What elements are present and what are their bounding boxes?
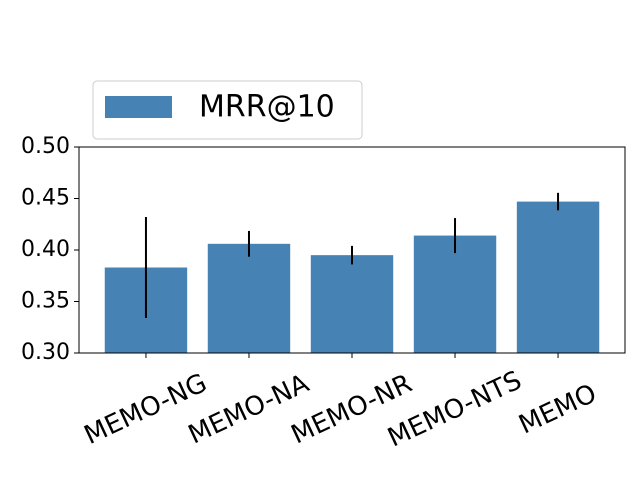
y-tick-label: 0.30 (21, 340, 70, 365)
bar (310, 255, 394, 353)
bar (207, 243, 291, 353)
legend-label: MRR@10 (199, 90, 335, 125)
legend-box (92, 80, 363, 140)
y-tick-label: 0.35 (21, 289, 70, 314)
legend: MRR@10 (92, 80, 363, 140)
y-tick-label: 0.50 (21, 134, 70, 159)
legend-swatch (105, 96, 172, 118)
y-tick-label: 0.40 (21, 237, 70, 262)
x-tick-label: MEMO (514, 379, 601, 441)
bar (516, 201, 600, 353)
y-tick-label: 0.45 (21, 186, 70, 211)
plot-frame (78, 146, 626, 354)
bar (413, 235, 497, 353)
